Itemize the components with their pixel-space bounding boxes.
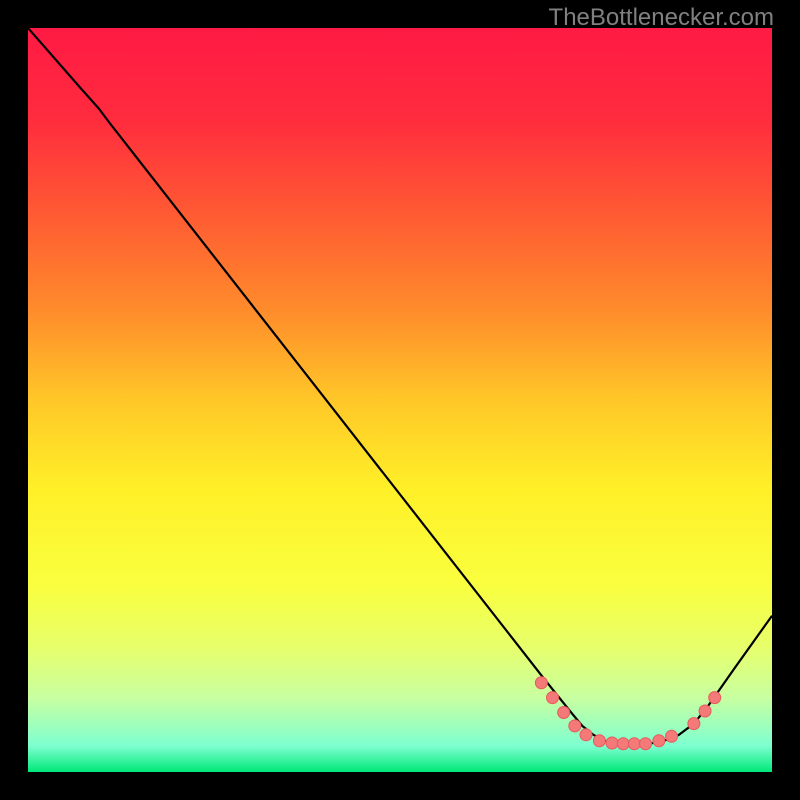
bottleneck-chart (28, 28, 772, 772)
chart-svg (28, 28, 772, 772)
watermark-text: TheBottlenecker.com (549, 4, 774, 32)
